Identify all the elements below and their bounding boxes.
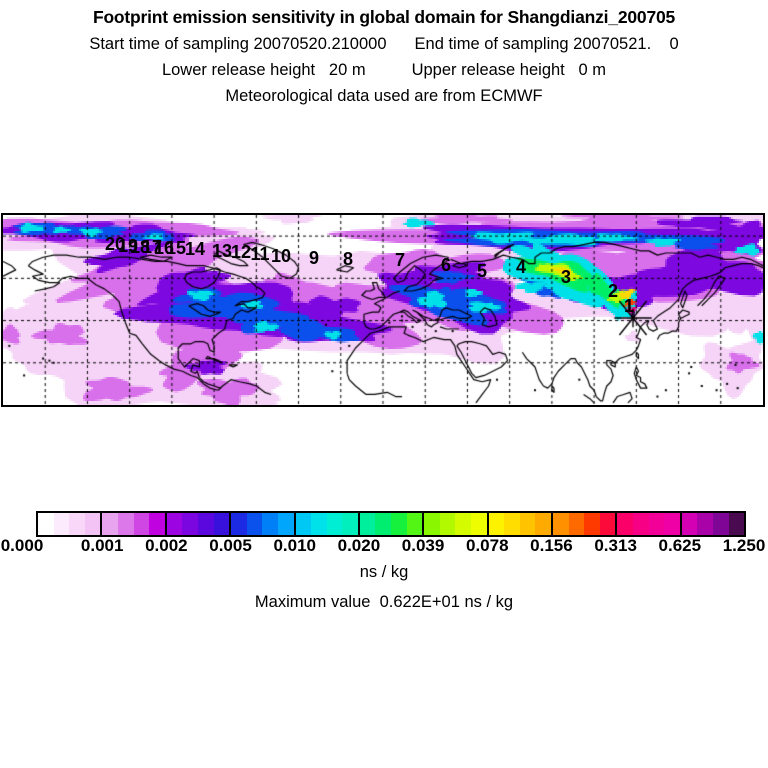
lower-release-text: Lower release height 20 m [161,61,366,79]
trajectory-day-label: 1 [623,296,635,316]
colorbar-cell [632,513,649,535]
trajectory-day-label: 18 [129,237,151,257]
trajectory-day-label: 20 [104,234,126,254]
colorbar-cell [568,513,585,535]
colorbar-cell [471,513,487,535]
colorbar-tick-label: 0.010 [273,536,316,555]
trajectory-labels-layer: 20 19 18 17 16 15 14 13 12 11 10 9 8 7 6 5 4 3 2 1 [3,215,763,405]
colorbar-cell [712,513,729,535]
colorbar-cell [326,513,343,535]
colorbar-cell [311,513,327,535]
end-time-text: End time of sampling 20070521. 0 [414,35,679,53]
colorbar-cell [149,513,165,535]
colorbar-cell [664,513,680,535]
trajectory-day-label: 14 [184,239,206,259]
colorbar-tick-label: 0.039 [401,536,445,555]
upper-release-text: Upper release height 0 m [411,61,607,79]
colorbar-cell [246,513,263,535]
trajectory-day-label: 4 [515,257,527,277]
colorbar-tick-label: 0.001 [80,536,124,555]
colorbar-cell [213,513,230,535]
figure-title: Footprint emission sensitivity in global… [92,7,676,27]
colorbar-tick-label: 0.625 [658,536,702,555]
trajectory-day-label: 2 [607,281,619,301]
colorbar-cell [357,513,376,535]
colorbar-cell [38,513,54,535]
colorbar-tick-label: 0.078 [465,536,509,555]
trajectory-day-label: 17 [141,237,163,257]
colorbar-cell [519,513,536,535]
colorbar-cell [551,513,569,535]
colorbar-cell [117,513,134,535]
colorbar-tick-label: 0.020 [337,536,381,555]
colorbar [36,511,746,537]
trajectory-day-label: 5 [476,261,488,281]
colorbar-cell [342,513,358,535]
colorbar-cell [615,513,633,535]
trajectory-day-label: 19 [117,236,139,256]
colorbar-cell [53,513,70,535]
colorbar-tick-label: 1.250 [722,536,766,555]
colorbar-cell [229,513,247,535]
colorbar-cell [197,513,214,535]
colorbar-tick-labels: 0.000 0.001 0.002 0.005 0.010 0.020 0.039 0.078… [1,536,766,556]
start-time-text: Start time of sampling 20070520.210000 [89,35,387,53]
trajectory-day-label: 12 [230,242,252,262]
colorbar-cell [375,513,392,535]
colorbar-cell [648,513,665,535]
trajectory-day-label: 10 [270,246,292,266]
colorbar-cell [84,513,101,535]
trajectory-day-label: 8 [342,249,354,269]
colorbar-cell [535,513,551,535]
met-data-line: Meteorological data used are from ECMWF [225,87,543,105]
colorbar-cell [182,513,198,535]
colorbar-cell [439,513,456,535]
colorbar-tick-label: 0.005 [209,536,252,555]
colorbar-cell [391,513,407,535]
trajectory-day-label: 16 [153,238,175,258]
trajectory-day-label: 7 [394,250,406,270]
colorbar-cell [504,513,520,535]
colorbar-cell [455,513,472,535]
colorbar-tick-label: 0.313 [594,536,637,555]
colorbar-tick-label: 0.000 [0,536,44,555]
colorbar-cell [262,513,278,535]
trajectory-day-label: 11 [250,244,270,264]
release-heights-line: Lower release height 20 m Upper release h… [0,61,768,80]
colorbar-tick-label: 0.156 [530,536,573,555]
map-panel: 20 19 18 17 16 15 14 13 12 11 10 9 8 7 6 5 4 3 2 1 [1,213,765,407]
trajectory-day-label: 15 [165,238,187,258]
colorbar-cell [277,513,294,535]
max-value-line: Maximum value 0.622E+01 ns / kg [254,593,514,611]
colorbar-cell [164,513,183,535]
colorbar-cell [422,513,440,535]
colorbar-cell [486,513,505,535]
colorbar-tick-label: 0.002 [145,536,188,555]
colorbar-cell [133,513,150,535]
colorbar-cell [679,513,698,535]
map-overlay-canvas [3,215,763,405]
sampling-times-line: Start time of sampling 20070520.210000 En… [0,35,768,54]
colorbar-units: ns / kg [359,563,409,581]
trajectory-day-label: 9 [308,248,320,268]
colorbar-cell [599,513,616,535]
colorbar-cell [584,513,600,535]
colorbar-cell [100,513,118,535]
colorbar-cell [406,513,423,535]
trajectory-day-label: 6 [440,255,452,275]
colorbar-cell [728,513,745,535]
trajectory-day-label: 3 [560,267,572,287]
colorbar-cell [69,513,85,535]
colorbar-cell [697,513,713,535]
trajectory-day-label: 13 [211,241,233,261]
colorbar-cell [293,513,312,535]
